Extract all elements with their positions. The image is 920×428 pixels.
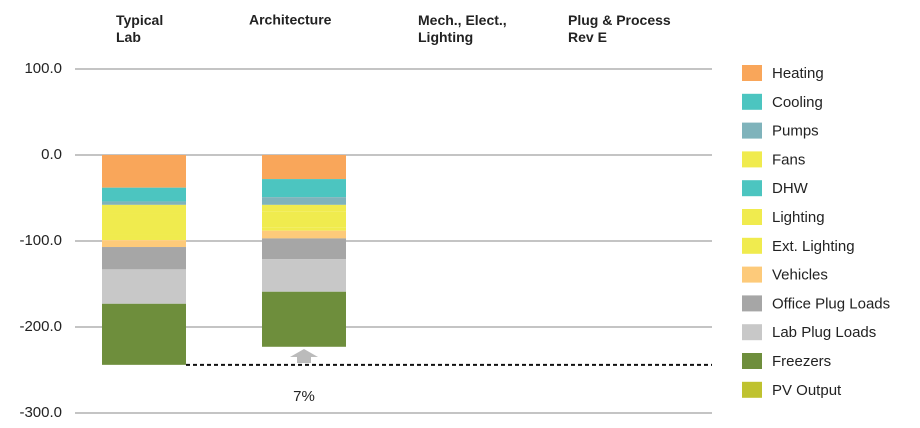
legend-label: Freezers [772,353,831,370]
bar-segment [262,230,346,239]
bar-segment [102,155,186,188]
y-tick-label: -100.0 [19,232,62,249]
bar-segment [102,201,186,205]
bar-segment [262,238,346,260]
bar-segment [262,227,346,231]
legend-swatch [742,266,762,283]
legend-swatch [742,122,762,139]
category-label: Mech., Elect., Lighting [418,12,507,45]
legend-swatch [742,324,762,341]
category-label: Plug & Process Rev E [568,12,671,45]
legend-swatch [742,93,762,110]
bar-segment [102,269,186,304]
legend-label: Pumps [772,123,819,140]
bar-segment [262,155,346,180]
bar-segment [102,213,186,235]
y-tick-label: -200.0 [19,318,62,335]
bar-segment [262,197,346,205]
bar-segment [262,291,346,347]
bar-segment [102,240,186,248]
legend-swatch [742,381,762,398]
legend-label: Office Plug Loads [772,295,890,312]
bar-segment [262,204,346,212]
legend-swatch [742,353,762,369]
legend-label: Heating [772,65,824,82]
bar-segment [102,187,186,202]
legend-label: Fans [772,151,805,168]
category-label: Architecture [249,12,332,28]
bar-segment [102,204,186,214]
legend-label: PV Output [772,382,842,399]
bar-segment [262,179,346,198]
legend-swatch [742,209,762,225]
y-tick-label: 100.0 [24,60,62,77]
y-tick-label: 0.0 [41,146,62,163]
legend-label: Vehicles [772,267,828,284]
arrow-icon [290,349,318,363]
legend-label: Cooling [772,94,823,111]
annotation: 7% [293,388,315,405]
bar-segment [262,259,346,292]
bar-segment [102,303,186,365]
legend-swatch [742,237,762,254]
legend-label: Ext. Lighting [772,238,855,255]
bar-segment [102,247,186,270]
legend-label: Lighting [772,209,825,226]
category-label: Typical Lab [116,12,163,45]
legend-swatch [742,65,762,81]
bar-segment [262,211,346,228]
bar-segment [102,234,186,241]
legend-label: DHW [772,180,809,197]
y-tick-label: -300.0 [19,404,62,421]
legend-swatch [742,180,762,197]
legend-swatch [742,151,762,168]
legend-label: Lab Plug Loads [772,324,876,341]
legend-swatch [742,295,762,312]
